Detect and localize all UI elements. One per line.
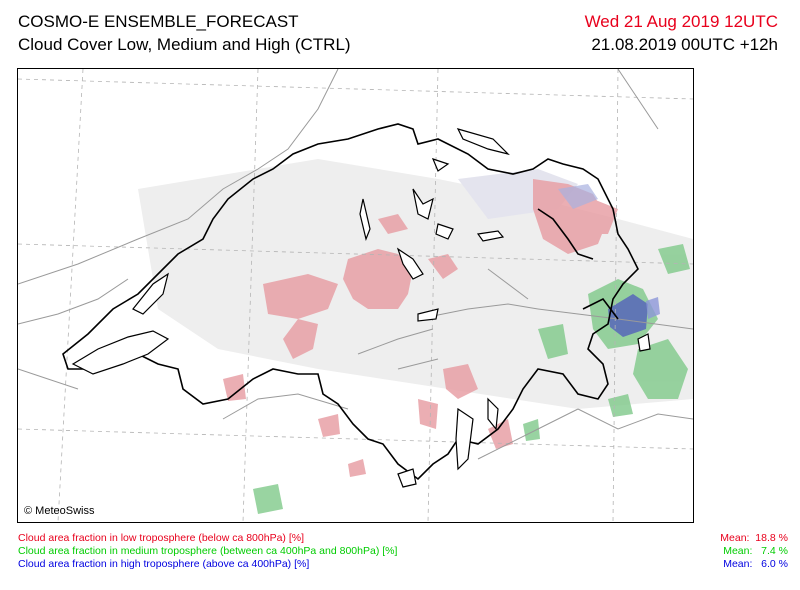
valid-time: Wed 21 Aug 2019 12UTC	[584, 12, 778, 31]
product-title: COSMO-E ENSEMBLE_FORECAST	[18, 12, 299, 31]
header-right: Wed 21 Aug 2019 12UTC 21.08.2019 00UTC +…	[585, 10, 778, 56]
legend-label-low: Cloud area fraction in low troposphere (…	[18, 532, 304, 544]
legend-mean-low: Mean: 18.8 %	[720, 532, 788, 544]
low-cloud-areas	[223, 179, 618, 477]
run-time: 21.08.2019 00UTC +12h	[591, 35, 778, 54]
lakes	[71, 128, 651, 488]
legend-mean-high: Mean: 6.0 %	[723, 558, 788, 570]
legend-row-low: Cloud area fraction in low troposphere (…	[18, 532, 788, 545]
forecast-map: © MeteoSwiss	[17, 68, 694, 523]
legend: Cloud area fraction in low troposphere (…	[18, 532, 788, 571]
high-cloud-areas	[558, 184, 660, 337]
legend-mean-medium: Mean: 7.4 %	[723, 545, 788, 557]
legend-row-high: Cloud area fraction in high troposphere …	[18, 558, 788, 571]
legend-row-medium: Cloud area fraction in medium tropospher…	[18, 545, 788, 558]
header-left: COSMO-E ENSEMBLE_FORECAST Cloud Cover Lo…	[18, 10, 351, 56]
map-canvas: © MeteoSwiss	[18, 69, 693, 522]
legend-label-medium: Cloud area fraction in medium tropospher…	[18, 545, 398, 557]
swiss-border	[62, 123, 639, 481]
legend-label-high: Cloud area fraction in high troposphere …	[18, 558, 310, 570]
product-subtitle: Cloud Cover Low, Medium and High (CTRL)	[18, 35, 351, 54]
copyright-label: © MeteoSwiss	[24, 505, 95, 517]
